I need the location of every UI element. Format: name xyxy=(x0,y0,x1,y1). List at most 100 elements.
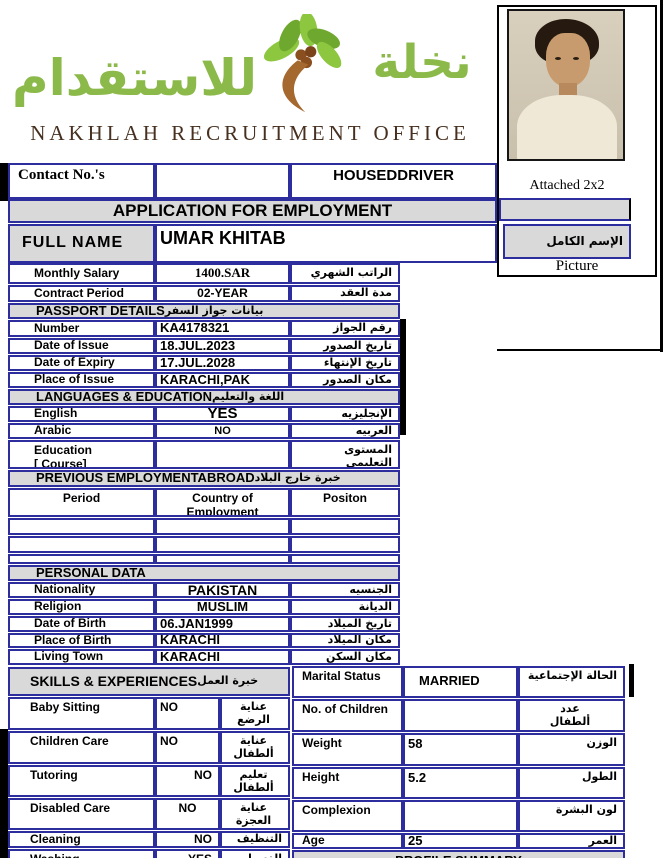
field-label-arabic: العمر xyxy=(518,833,625,849)
field-label-arabic: رقم الجواز xyxy=(290,320,400,337)
field-value: KARACHI,PAK xyxy=(155,372,290,388)
field-value: PAKISTAN xyxy=(155,582,290,598)
field-label-arabic: مكان الصدور xyxy=(290,372,400,388)
tutoring-row: Tutoring NO تعليم ألطفال xyxy=(8,765,290,797)
scan-bar xyxy=(0,729,8,858)
languages-section-header: LANGUAGES & EDUCATION اللغة والتعليم xyxy=(8,389,400,405)
field-value: 02-YEAR xyxy=(155,285,290,302)
section-title: PERSONAL DATA xyxy=(36,565,146,580)
field-value xyxy=(403,800,518,832)
field-label: English xyxy=(8,406,155,422)
place-of-issue-row: Place of Issue KARACHI,PAK مكان الصدور xyxy=(8,372,400,388)
field-label-arabic: الجنسيه xyxy=(290,582,400,598)
page-title: APPLICATION FOR EMPLOYMENT xyxy=(8,199,497,223)
previous-employment-empty-row xyxy=(8,518,400,535)
field-value: 25 xyxy=(403,833,518,849)
field-label: Weight xyxy=(292,733,403,766)
position-title: HOUSEDDRIVER xyxy=(290,163,497,199)
passport-section-header: PASSPORT DETAILS بيانات جواز السفر xyxy=(8,303,400,319)
field-value: NO xyxy=(155,697,220,730)
previous-employment-empty-row xyxy=(8,536,400,553)
field-label-arabic: عناية ألطفال xyxy=(220,731,290,764)
section-title-arabic: خبرة خارج البلاد xyxy=(254,471,341,485)
office-name: NAKHLAH RECRUITMENT OFFICE xyxy=(30,121,470,145)
scan-bar xyxy=(629,664,634,697)
field-value: YES xyxy=(155,406,290,422)
field-label-arabic: مكان الميلاد xyxy=(290,633,400,648)
weight-row: Weight 58 الوزن xyxy=(292,733,625,766)
field-label: Place of Birth xyxy=(8,633,155,648)
field-label-arabic: عناية العجزة xyxy=(220,798,290,830)
field-label: Date of Issue xyxy=(8,338,155,354)
field-value: YES xyxy=(155,849,220,858)
field-label-arabic: عناية الرضع xyxy=(220,697,290,730)
field-label-arabic: مدة العقد xyxy=(290,285,400,302)
nationality-row: Nationality PAKISTAN الجنسيه xyxy=(8,582,400,598)
field-value xyxy=(403,699,518,732)
complexion-row: Complexion لون البشرة xyxy=(292,800,625,832)
skills-section-header: SKILLS & EXPERIENCES خبرة العمل xyxy=(8,667,290,696)
field-label: Marital Status xyxy=(292,666,403,698)
field-value xyxy=(155,440,290,469)
column-header: Positon xyxy=(290,488,400,517)
field-label-arabic: مكان السكن xyxy=(290,649,400,665)
field-label: Age xyxy=(292,833,403,849)
date-of-issue-row: Date of Issue 18.JUL.2023 تاريخ الصدور xyxy=(8,338,400,354)
field-label-arabic: تاريخ الإنتهاء xyxy=(290,355,400,371)
field-label: Religion xyxy=(8,599,155,615)
field-label-arabic: تعليم ألطفال xyxy=(220,765,290,797)
field-label-arabic: الغسيل xyxy=(220,849,290,858)
field-label: Monthly Salary xyxy=(8,263,155,284)
field-label: Children Care xyxy=(8,731,155,764)
field-label: Education [ Course] xyxy=(8,440,155,469)
field-label-arabic: الإنجليزيه xyxy=(290,406,400,422)
personal-data-header: PERSONAL DATA xyxy=(8,565,400,581)
previous-employment-columns: Period Country of Employment Positon xyxy=(8,488,400,517)
education-row: Education [ Course] المستوى التعليمي xyxy=(8,440,400,469)
contact-label: Contact No.'s xyxy=(8,163,155,199)
passport-number-row: Number KA4178321 رقم الجواز xyxy=(8,320,400,337)
previous-employment-empty-row xyxy=(8,554,400,564)
field-value: KARACHI xyxy=(155,649,290,665)
field-label-arabic: لون البشرة xyxy=(518,800,625,832)
attached-2x2-label: Attached 2x2 xyxy=(529,178,605,193)
field-value: KA4178321 xyxy=(155,320,290,337)
full-name-arabic-cell: الإسم الكامل xyxy=(503,224,631,259)
field-label-arabic: تاريخ الصدور xyxy=(290,338,400,354)
field-value: 58 xyxy=(403,733,518,766)
arabic-row: Arabic NO العربيه xyxy=(8,423,400,439)
field-label: Date of Birth xyxy=(8,616,155,632)
section-title-arabic: بيانات جواز السفر xyxy=(164,303,264,317)
photo-face xyxy=(546,33,590,87)
field-label: Living Town xyxy=(8,649,155,665)
full-name-label: FULL NAME xyxy=(8,224,155,263)
date-of-birth-row: Date of Birth 06.JAN1999 تاريخ الميلاد xyxy=(8,616,400,632)
full-name-value: UMAR KHITAB xyxy=(155,224,497,263)
section-title: LANGUAGES & EDUCATION xyxy=(36,389,212,404)
field-label: Baby Sitting xyxy=(8,697,155,730)
section-title: PREVIOUS EMPLOYMENTABROAD xyxy=(36,470,255,486)
section-title: PROFILE SUMMARY xyxy=(292,850,625,858)
field-label-arabic: الحالة الإجتماعية xyxy=(518,666,625,698)
section-title: PASSPORT DETAILS xyxy=(36,303,165,318)
field-label: Nationality xyxy=(8,582,155,598)
field-value: 1400.SAR xyxy=(155,263,290,284)
field-label-arabic: الوزن xyxy=(518,733,625,766)
full-name-row: FULL NAME UMAR KHITAB xyxy=(8,224,497,263)
field-value: 06.JAN1999 xyxy=(155,616,290,632)
field-label: Tutoring xyxy=(8,765,155,797)
field-value: 5.2 xyxy=(403,767,518,799)
cleaning-row: Cleaning NO التنظيف xyxy=(8,831,290,848)
field-label: Washing xyxy=(8,849,155,858)
full-name-arabic-label: الإسم الكامل xyxy=(503,224,631,259)
field-value: NO xyxy=(155,798,220,830)
place-of-birth-row: Place of Birth KARACHI مكان الميلاد xyxy=(8,633,400,648)
age-row: Age 25 العمر xyxy=(292,833,625,849)
field-label-arabic: المستوى التعليمي xyxy=(290,440,400,469)
children-care-row: Children Care NO عناية ألطفال xyxy=(8,731,290,764)
field-label: Number xyxy=(8,320,155,337)
applicant-photo xyxy=(507,9,625,161)
photo-shirt xyxy=(517,95,617,159)
religion-row: Religion MUSLIM الديانة xyxy=(8,599,400,615)
